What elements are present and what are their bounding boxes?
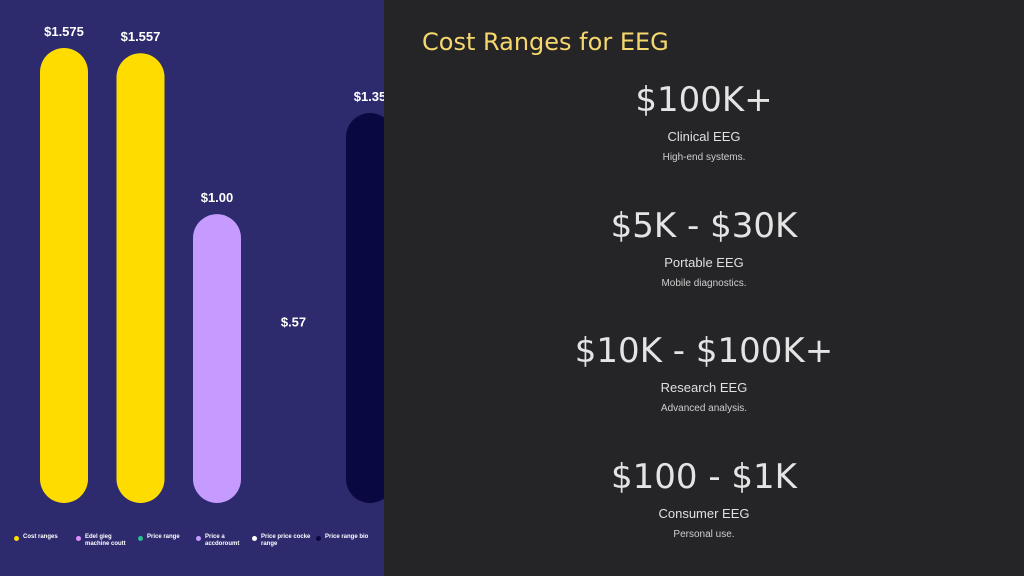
bar-value-label-3: $1.00 [201, 190, 234, 205]
tier-portable: $5K - $30K Portable EEG Mobile diagnosti… [504, 206, 904, 291]
tier-description: Advanced analysis. [660, 403, 748, 414]
tier-name: Clinical EEG [667, 129, 741, 144]
bar-5 [346, 113, 384, 503]
tier-clinical: $100K+ Clinical EEG High-end systems. [504, 80, 904, 165]
bar-value-label-1: $1.575 [44, 24, 84, 39]
tier-consumer: $100 - $1K Consumer EEG Personal use. [504, 457, 904, 542]
legend-swatch-1 [14, 536, 19, 541]
tier-description: Mobile diagnostics. [661, 278, 747, 289]
tier-description: High-end systems. [662, 152, 746, 163]
tier-research: $10K - $100K+ Research EEG Advanced anal… [504, 331, 904, 416]
legend-swatch-2 [76, 536, 81, 541]
tier-price: $5K - $30K [610, 206, 798, 246]
legend-item-4: Price a accdoroumt [196, 534, 255, 548]
legend-label-2: Edel gieg machine coutt [85, 534, 126, 547]
legend-swatch-5 [252, 536, 257, 541]
legend-item-5: Price price cocke range [252, 534, 311, 548]
bar-chart: $1.575 $1.557 $1.00 $.57 $1.35 [40, 24, 384, 503]
legend-label-5: Price price cocke range [261, 534, 311, 547]
legend-swatch-4 [196, 536, 201, 541]
slide-title: Cost Ranges for EEG [422, 28, 669, 56]
legend-swatch-6 [316, 536, 321, 541]
tier-price: $100K+ [635, 80, 773, 120]
legend-label-4: Price a accdoroumt [205, 534, 240, 547]
chart-panel: $1.575 $1.557 $1.00 $.57 $1.35 Cost ranges E… [0, 0, 384, 576]
tier-name: Research EEG [660, 380, 748, 395]
bar-value-label-5: $1.35 [354, 89, 384, 104]
bar-2 [116, 53, 165, 503]
legend-item-1: Cost ranges [14, 534, 73, 541]
legend-label-3: Price range [147, 534, 180, 540]
legend-item-2: Edel gieg machine coutt [76, 534, 135, 548]
bar-3 [193, 214, 241, 503]
tier-price: $100 - $1K [611, 457, 797, 497]
legend-item-6: Price range bio [316, 534, 375, 541]
bar-value-label-4: $.57 [281, 314, 306, 329]
tier-name: Portable EEG [664, 255, 744, 270]
legend-item-3: Price range [138, 534, 197, 541]
tier-name: Consumer EEG [658, 506, 750, 521]
tier-description: Personal use. [673, 529, 735, 540]
bar-1 [40, 48, 88, 503]
tier-price: $10K - $100K+ [574, 331, 834, 371]
legend-label-1: Cost ranges [23, 534, 58, 540]
bar-value-label-2: $1.557 [121, 29, 161, 44]
chart-legend: Cost ranges Edel gieg machine coutt Pric… [14, 534, 380, 554]
legend-label-6: Price range bio [325, 534, 369, 540]
legend-swatch-3 [138, 536, 143, 541]
cost-ranges-panel: Cost Ranges for EEG $100K+ Clinical EEG … [384, 0, 1024, 576]
